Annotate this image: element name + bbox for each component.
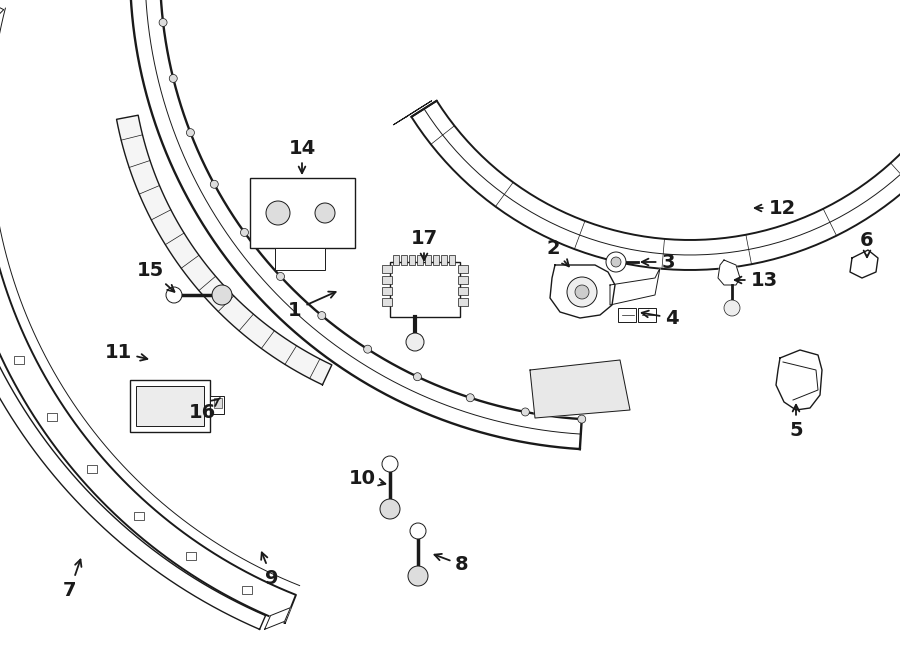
Text: 16: 16 [188, 398, 220, 422]
Bar [130, 380, 210, 432]
Circle shape [521, 408, 529, 416]
Text: 14: 14 [288, 139, 316, 173]
Text: 7: 7 [63, 560, 81, 600]
Bar [458, 298, 468, 306]
Circle shape [413, 373, 421, 381]
Bar [390, 262, 460, 317]
Bar [382, 276, 392, 284]
Circle shape [159, 19, 167, 26]
Text: 2: 2 [546, 239, 569, 266]
Bar [242, 586, 253, 594]
Circle shape [212, 285, 232, 305]
Bar [441, 255, 447, 265]
Circle shape [318, 311, 326, 319]
Bar [458, 265, 468, 273]
Text: 9: 9 [261, 553, 279, 588]
Circle shape [186, 129, 194, 137]
Circle shape [382, 456, 398, 472]
Bar [87, 465, 97, 473]
Circle shape [169, 75, 177, 83]
Bar [618, 308, 636, 322]
Circle shape [611, 257, 621, 267]
Polygon shape [265, 607, 291, 629]
Bar [401, 255, 407, 265]
Bar [393, 255, 399, 265]
Bar [214, 398, 222, 408]
Polygon shape [393, 100, 432, 125]
Circle shape [240, 229, 248, 237]
Text: 11: 11 [104, 342, 148, 362]
Circle shape [410, 523, 426, 539]
Circle shape [380, 499, 400, 519]
Text: 12: 12 [755, 198, 796, 217]
Polygon shape [850, 250, 878, 278]
Circle shape [575, 285, 589, 299]
Bar [417, 255, 423, 265]
Circle shape [166, 287, 182, 303]
Circle shape [466, 394, 474, 402]
Text: 17: 17 [410, 229, 437, 260]
Bar [433, 255, 439, 265]
Bar [382, 298, 392, 306]
Polygon shape [0, 0, 296, 623]
Text: 1: 1 [288, 292, 336, 319]
Text: 15: 15 [137, 260, 175, 292]
Bar [275, 248, 325, 270]
Circle shape [724, 300, 740, 316]
Bar [134, 512, 144, 520]
Polygon shape [776, 350, 822, 410]
Bar [185, 552, 195, 560]
Circle shape [406, 333, 424, 351]
Circle shape [408, 566, 428, 586]
Bar [458, 276, 468, 284]
Polygon shape [530, 360, 630, 418]
Text: 8: 8 [435, 554, 469, 574]
Polygon shape [610, 268, 660, 305]
Bar [136, 386, 204, 426]
Text: 13: 13 [734, 270, 778, 290]
Bar [210, 396, 224, 414]
Circle shape [276, 272, 284, 280]
Circle shape [567, 277, 597, 307]
Text: 10: 10 [348, 469, 385, 488]
Bar [638, 308, 656, 322]
Bar [425, 255, 431, 265]
Circle shape [266, 201, 290, 225]
Circle shape [364, 345, 372, 353]
Polygon shape [411, 100, 900, 270]
Polygon shape [718, 260, 740, 285]
Bar [449, 255, 455, 265]
Circle shape [578, 415, 586, 423]
Circle shape [315, 203, 335, 223]
Polygon shape [130, 0, 581, 449]
Polygon shape [550, 265, 615, 318]
Circle shape [211, 180, 219, 188]
FancyBboxPatch shape [250, 178, 355, 248]
Bar [382, 265, 392, 273]
Polygon shape [117, 115, 332, 385]
Bar [47, 412, 57, 420]
Bar [458, 287, 468, 295]
Circle shape [606, 252, 626, 272]
Polygon shape [0, 154, 266, 629]
Text: 5: 5 [789, 405, 803, 440]
Bar [409, 255, 415, 265]
Text: 3: 3 [642, 253, 675, 272]
Bar [382, 287, 392, 295]
Text: 4: 4 [642, 309, 679, 327]
Bar [14, 356, 24, 364]
Text: 6: 6 [860, 231, 874, 257]
